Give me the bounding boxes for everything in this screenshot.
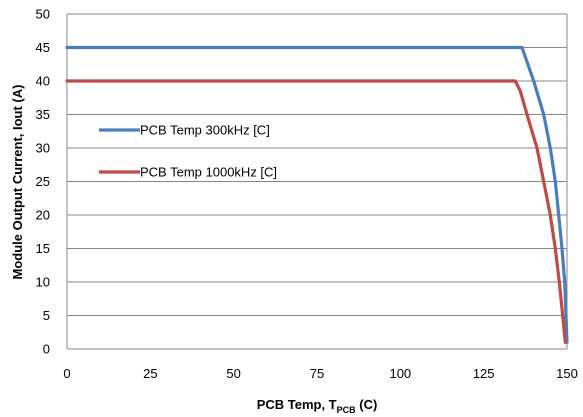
y-tick-labels: 0 5 10 15 20 25 30 35 40 45 50 xyxy=(36,7,50,357)
y-tick-label: 35 xyxy=(36,107,50,122)
y-tick-label: 45 xyxy=(36,40,50,55)
y-tick-label: 30 xyxy=(36,141,50,156)
y-tick-label: 20 xyxy=(36,208,50,223)
x-axis-title-main: PCB Temp, T xyxy=(257,397,337,412)
series-line-2 xyxy=(65,79,567,344)
x-tick-label: 50 xyxy=(226,366,240,381)
legend-label-1: PCB Temp 300kHz [C] xyxy=(140,123,270,138)
x-axis-title-subscript: PCB xyxy=(337,405,357,415)
y-tick-label: 40 xyxy=(36,74,50,89)
x-tick-label: 125 xyxy=(473,366,495,381)
x-tick-label: 150 xyxy=(556,366,578,381)
x-tick-label: 25 xyxy=(143,366,157,381)
gridlines xyxy=(67,13,567,350)
series-line-1 xyxy=(65,45,569,344)
x-axis-title: PCB Temp, TPCB (C) xyxy=(257,397,378,415)
x-tick-label: 75 xyxy=(310,366,324,381)
x-tick-label: 0 xyxy=(63,366,70,381)
y-tick-label: 10 xyxy=(36,275,50,290)
y-tick-label: 50 xyxy=(36,7,50,22)
plot-area xyxy=(66,14,568,349)
y-tick-label: 15 xyxy=(36,241,50,256)
x-axis-title-suffix: (C) xyxy=(356,397,378,412)
legend: PCB Temp 300kHz [C] PCB Temp 1000kHz [C] xyxy=(99,123,277,180)
y-axis-title: Module Output Current, Iout (A) xyxy=(10,85,25,280)
x-tick-label: 100 xyxy=(389,366,411,381)
legend-label-2: PCB Temp 1000kHz [C] xyxy=(140,165,277,180)
y-tick-label: 0 xyxy=(43,342,50,357)
y-tick-label: 5 xyxy=(43,308,50,323)
y-tick-label: 25 xyxy=(36,174,50,189)
x-tick-labels: 0 25 50 75 100 125 150 xyxy=(63,366,577,381)
series-lines xyxy=(65,45,569,344)
